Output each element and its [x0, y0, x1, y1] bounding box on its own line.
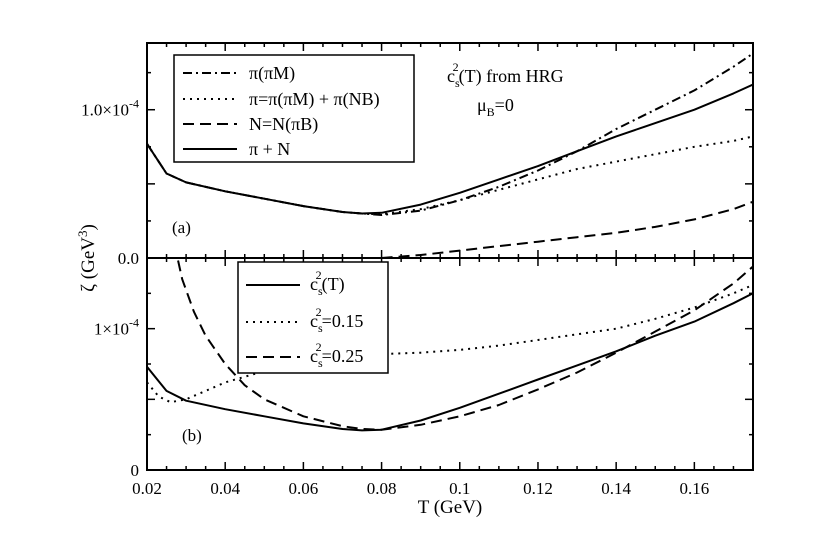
panel-b-label: (b): [182, 426, 202, 445]
series-line-b-0: [147, 292, 753, 432]
series-line-b-1: [147, 283, 753, 404]
legend-a-label-pi-total: π=π(πM) + π(NB): [249, 89, 380, 110]
series-line-a-3: [147, 83, 753, 215]
x-tick-label-2: 0.06: [289, 479, 319, 498]
panel-b-legend-box: [237, 261, 389, 374]
panel-b: 0 1×10-4 0.02 0.04 0.06 0.08 0.1 0.12 0.14 0.16 (…: [94, 257, 754, 498]
y-axis-title: ζ (GeV3): [75, 224, 99, 292]
panel-a: 0.0 1.0×10-4 (a) cs2(T) from HRG μB=0 π(π…: [81, 42, 754, 268]
y-tick-label-b-0: 0: [131, 461, 140, 480]
x-tick-label-4: 0.1: [449, 479, 470, 498]
panel-b-legend: cs2(T) cs2=0.15 cs2=0.25: [237, 261, 389, 374]
y-tick-label-b-1: 1×10-4: [94, 316, 139, 339]
panel-a-legend-box: [173, 54, 415, 163]
x-tick-label-7: 0.16: [679, 479, 709, 498]
x-tick-label-5: 0.12: [523, 479, 553, 498]
x-tick-label-3: 0.08: [367, 479, 397, 498]
legend-a-label-n-pib: N=N(πB): [249, 114, 318, 135]
series-line-a-1: [147, 135, 753, 216]
panel-a-annotation-line1: cs2(T) from HRG: [447, 60, 564, 90]
panel-b-frame: [146, 257, 754, 471]
legend-b-label-cs2-015: cs2=0.15: [310, 305, 363, 335]
panel-a-legend: π(πM) π=π(πM) + π(NB) N=N(πB) π + N: [173, 54, 415, 163]
legend-b-label-cs2-025: cs2=0.25: [310, 340, 363, 370]
x-tick-label-0: 0.02: [132, 479, 162, 498]
panel-a-annotation-line2: μB=0: [477, 95, 514, 119]
x-tick-label-6: 0.14: [601, 479, 631, 498]
y-tick-label-a-0: 0.0: [118, 249, 139, 268]
legend-a-label-pi-pim: π(πM): [249, 63, 295, 84]
series-line-a-2: [381, 200, 753, 258]
y-tick-label-a-1: 1.0×10-4: [81, 97, 139, 120]
panel-a-label: (a): [172, 218, 191, 237]
x-axis-title: T (GeV): [418, 497, 483, 518]
legend-b-label-cs2-t: cs2(T): [310, 268, 345, 298]
series-line-b-2: [176, 258, 753, 431]
x-tick-label-1: 0.04: [210, 479, 240, 498]
legend-a-label-pi-plus-n: π + N: [249, 139, 290, 159]
